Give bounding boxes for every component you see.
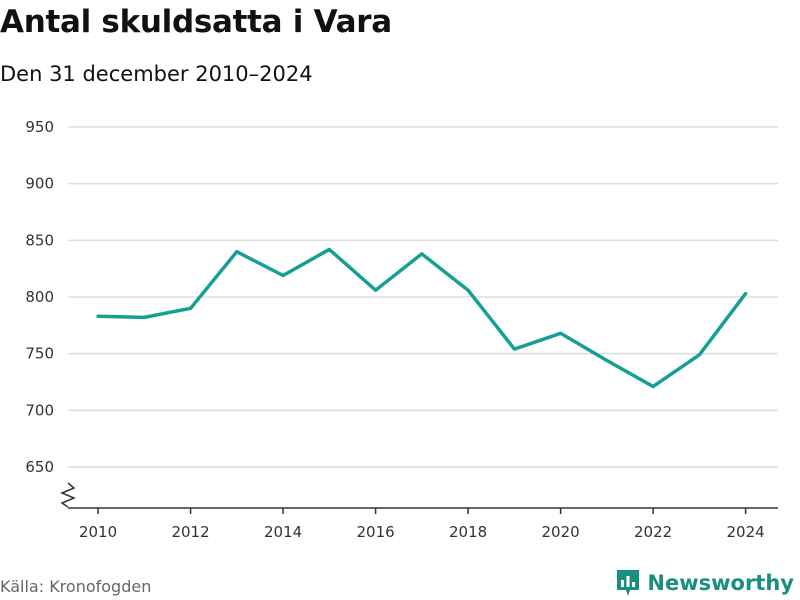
y-tick-label-750: 750 (25, 345, 54, 363)
x-tick-label-2024: 2024 (727, 523, 765, 541)
y-tick-label-850: 850 (25, 231, 54, 249)
brand[interactable]: Newsworthy (615, 568, 794, 598)
y-tick-label-700: 700 (25, 401, 54, 419)
line-chart: 650 700 750 800 850 900 950 2010 2012 2014 2016 201… (25, 118, 778, 541)
y-tick-label-800: 800 (25, 288, 54, 306)
x-tick-label-2010: 2010 (79, 523, 117, 541)
brand-name: Newsworthy (647, 571, 794, 595)
x-tick-label-2020: 2020 (542, 523, 580, 541)
x-tick-label-2016: 2016 (356, 523, 394, 541)
y-axis-break-icon (60, 482, 76, 508)
x-tick-label-2018: 2018 (449, 523, 487, 541)
newsworthy-logo-icon (617, 570, 640, 596)
series-line-0 (96, 247, 748, 389)
chart-subtitle: Den 31 december 2010–2024 (0, 62, 313, 86)
y-tick-label-950: 950 (25, 118, 54, 136)
chart-title: Antal skuldsatta i Vara (0, 4, 392, 40)
x-tick-label-2022: 2022 (634, 523, 672, 541)
source-note: Källa: Kronofogden (0, 577, 152, 596)
y-tick-label-900: 900 (25, 175, 54, 193)
x-tick-label-2014: 2014 (264, 523, 302, 541)
y-tick-label-650: 650 (25, 458, 54, 476)
x-tick-label-2012: 2012 (171, 523, 209, 541)
